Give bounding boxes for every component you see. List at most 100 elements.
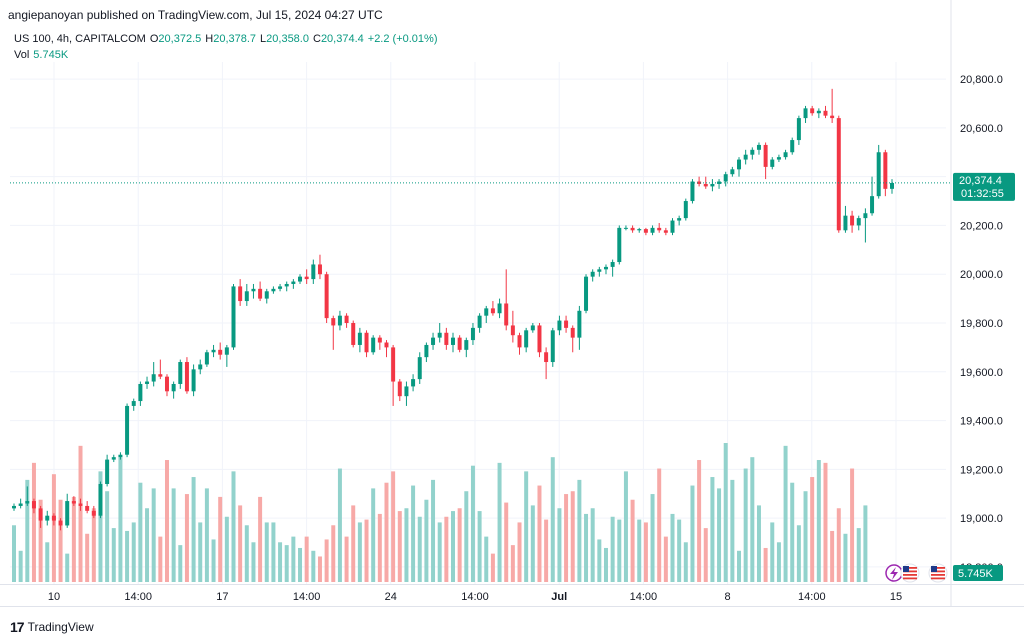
candle-body [810,108,815,114]
volume-bar [78,445,83,582]
candle-body [637,229,642,231]
volume-bar [231,471,236,582]
volume-bar [770,522,775,582]
volume-bar [490,553,495,582]
x-tick-label: 8 [725,591,731,603]
volume-value: 5.745K [33,49,69,61]
candle-body [677,218,682,221]
volume-badge-text: 5.745K [958,568,994,580]
candle-body [803,108,808,119]
volume-bar [145,508,150,582]
candle-body [816,110,821,114]
candle-body [71,501,76,504]
y-tick-label: 19,000.0 [960,513,1003,525]
tradingview-footer: 17 TradingView [10,619,94,635]
candle-body [683,201,688,219]
candle-body [497,303,502,314]
symbol-label[interactable]: US 100, 4h, CAPITALCOM [14,33,146,45]
candle-body [876,152,881,197]
volume-bar [610,516,615,582]
candle-body [630,227,635,231]
candle-body [756,144,761,150]
volume-bar [164,460,169,582]
candle-body [417,357,422,380]
high-value: 20,378.7 [213,33,257,45]
volume-bar [670,513,675,582]
volume-badge [953,565,1003,581]
candle-body [770,159,775,167]
candle-body [870,196,875,214]
candle-body [164,376,169,392]
volume-bar [504,502,509,582]
x-tick-label: 14:00 [124,591,152,603]
volume-bar [510,545,515,582]
volume-bar [71,496,76,582]
candle-body [590,271,595,277]
volume-bar [25,479,30,582]
volume-bar [843,533,848,582]
candle-body [723,174,728,182]
volume-bar [517,522,522,582]
low-label: L [260,33,267,45]
volume-bar [284,545,289,582]
volume-bar [184,494,189,582]
candle-body [823,110,828,116]
candle-body [783,152,788,158]
candle-body [184,362,189,392]
volume-bar [224,516,229,582]
volume-bar [417,516,422,582]
candle-body [111,457,116,460]
candle-body [331,318,336,326]
volume-bar [524,471,529,582]
y-tick-label: 19,200.0 [960,464,1003,476]
candle-body [291,281,296,284]
candle-body [863,213,868,219]
volume-bar [550,457,555,582]
candle-body [737,159,742,170]
volume-bar [497,462,502,582]
candle-body [597,269,602,272]
volume-bar [683,542,688,582]
volume-bar [451,511,455,582]
candle-body [464,340,469,350]
candle-body [38,508,43,521]
candle-body [244,291,249,302]
candle-body [238,286,243,302]
volume-bar [291,536,296,582]
candle-body [484,308,489,316]
x-tick-label: 15 [890,591,902,603]
volume-bar [278,542,283,582]
candle-body [650,227,655,233]
volume-bar [810,477,815,582]
candle-body [51,515,56,521]
candle-body [251,288,256,292]
candle-body [710,183,715,187]
y-tick-label: 19,800.0 [960,318,1003,330]
volume-bar [12,525,16,582]
candle-body [690,181,695,202]
volume-bar [411,485,416,582]
candle-body [477,315,482,328]
volume-bar [717,488,722,582]
last-price-text: 20,374.4 [959,175,1002,187]
volume-label[interactable]: Vol [14,49,30,61]
candle-body [85,505,90,511]
candle-body [211,349,216,353]
candle-body [391,347,396,382]
candle-body [790,140,795,153]
volume-bar [457,508,462,582]
candle-body [623,227,628,229]
candle-body [584,276,589,311]
volume-bar [470,465,475,582]
volume-bar [630,499,635,582]
volume-bar [131,522,136,582]
candle-body [424,344,429,358]
candle-body [377,337,382,343]
x-tick-label: 14:00 [461,591,489,603]
y-tick-label: 20,000.0 [960,269,1003,281]
candle-body [836,118,841,231]
candle-body [125,405,130,455]
volume-bar [577,479,582,582]
candle-body [171,383,176,392]
